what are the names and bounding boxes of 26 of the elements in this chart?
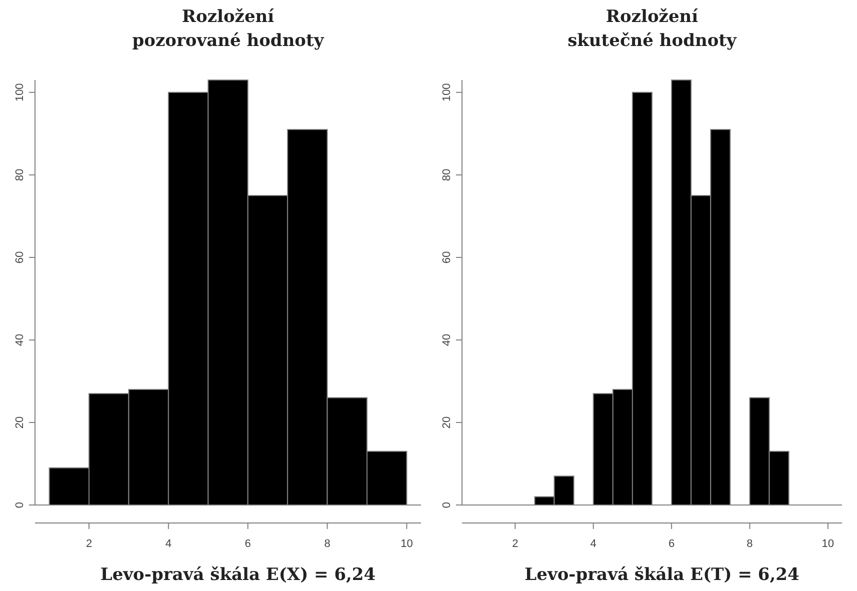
x-tick-label: 6 <box>244 538 251 550</box>
x-axis-title: Levo-pravá škála E(T) = 6,24 <box>524 565 800 585</box>
y-tick-label: 20 <box>441 416 453 429</box>
y-tick-label: 40 <box>441 334 453 346</box>
chart-title: Rozložení skutečné hodnoty <box>568 7 738 51</box>
y-tick-label: 100 <box>14 83 26 102</box>
x-tick-label: 8 <box>746 538 753 550</box>
x-axis-title: Levo-pravá škála E(X) = 6,24 <box>100 565 376 585</box>
y-tick-label: 100 <box>441 83 453 102</box>
y-tick-label: 80 <box>441 168 453 182</box>
x-tick-label: 2 <box>512 538 518 550</box>
y-tick-label: 80 <box>14 168 26 182</box>
y-tick-label: 20 <box>14 416 26 429</box>
y-tick-label: 60 <box>441 251 453 264</box>
x-tick-label: 4 <box>590 538 596 550</box>
y-tick-label: 40 <box>14 334 26 346</box>
x-tick-label: 2 <box>86 538 92 550</box>
x-tick-label: 4 <box>165 538 172 550</box>
y-tick-label: 0 <box>14 502 26 508</box>
x-tick-label: 10 <box>822 538 834 550</box>
x-tick-label: 10 <box>400 538 413 550</box>
y-tick-label: 0 <box>441 502 453 508</box>
x-tick-label: 6 <box>668 538 675 550</box>
y-tick-label: 60 <box>14 251 26 264</box>
x-tick-label: 8 <box>324 538 330 550</box>
chart-title: Rozložení pozorované hodnoty <box>132 7 325 51</box>
